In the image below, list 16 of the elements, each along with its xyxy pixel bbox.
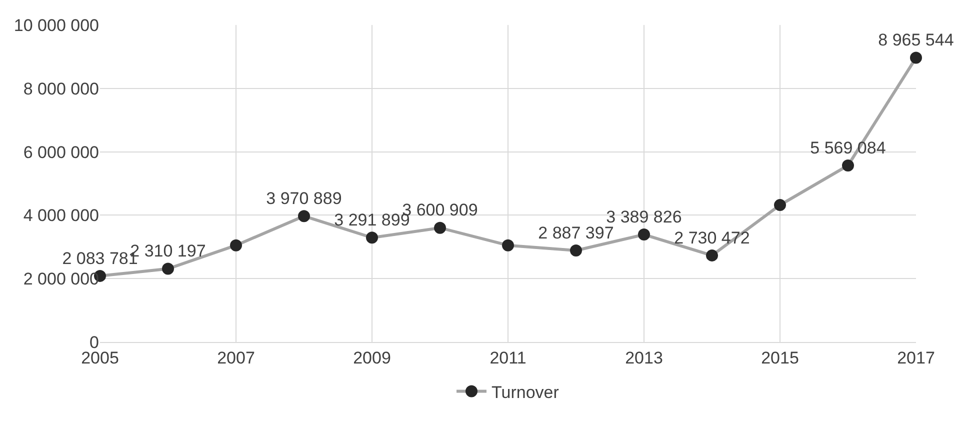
legend-label: Turnover	[492, 382, 560, 402]
x-tick-label: 2007	[217, 348, 255, 368]
x-tick-label: 2017	[897, 348, 935, 368]
x-tick-label: 2015	[761, 348, 799, 368]
y-tick-label: 4 000 000	[23, 206, 99, 226]
y-tick-label: 8 000 000	[23, 79, 99, 98]
y-tick-label: 2 000 000	[23, 270, 99, 289]
data-label: 5 569 084	[810, 138, 886, 158]
y-tick-label: 10 000 000	[14, 16, 99, 35]
data-label: 3 970 889	[266, 188, 342, 208]
data-label: 2 730 472	[674, 228, 750, 248]
y-tick-label: 6 000 000	[23, 142, 99, 162]
data-label: 8 965 544	[878, 30, 954, 50]
x-tick-label: 2011	[490, 348, 526, 368]
x-tick-label: 2009	[353, 348, 391, 368]
x-tick-label: 2013	[625, 348, 663, 368]
